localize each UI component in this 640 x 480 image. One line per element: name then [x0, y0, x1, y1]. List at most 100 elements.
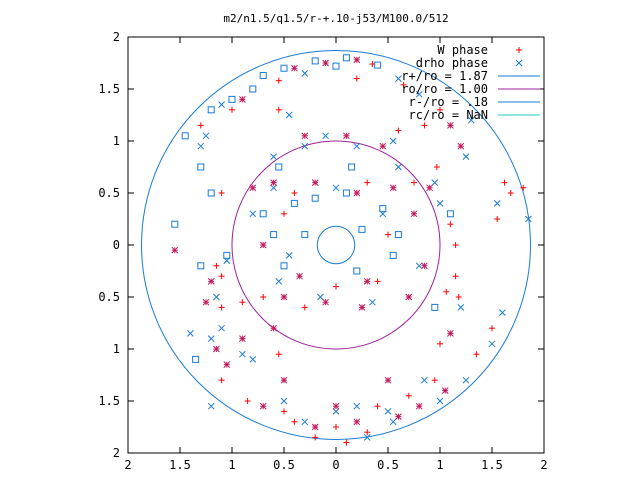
y-tick-label: 2 — [113, 446, 120, 460]
point-square — [259, 71, 267, 79]
point-square — [259, 210, 267, 218]
circle-r-curve — [141, 50, 531, 440]
point-x — [415, 262, 423, 270]
point-x — [249, 356, 257, 363]
x-tick-label: 2 — [540, 458, 547, 472]
point-plus — [301, 304, 308, 311]
point-star — [343, 132, 350, 140]
legend-marker — [516, 47, 522, 53]
point-plus — [437, 340, 443, 347]
point-square — [348, 163, 356, 171]
point-square — [431, 303, 439, 311]
point-star — [171, 246, 179, 254]
point-square — [389, 251, 397, 259]
point-square — [311, 57, 319, 65]
point-x — [285, 252, 293, 259]
chart-title: m2/n1.5/q1.5/r-+.10-j53/M100.0/512 — [223, 12, 448, 25]
point-star — [213, 345, 220, 353]
x-tick-label: 1 — [436, 458, 443, 472]
point-plus — [507, 190, 514, 196]
point-x — [462, 376, 470, 384]
point-x — [353, 402, 361, 410]
point-star — [207, 278, 215, 285]
point-star — [405, 293, 413, 301]
point-square — [280, 64, 288, 72]
point-x — [301, 142, 309, 150]
point-plus — [281, 210, 287, 217]
point-plus — [385, 231, 391, 238]
point-star — [332, 402, 340, 410]
point-star — [447, 122, 454, 129]
point-plus — [374, 403, 381, 410]
legend-label: r+/ro = 1.87 — [401, 69, 488, 83]
point-star — [353, 56, 361, 64]
point-square — [353, 267, 361, 275]
point-star — [270, 324, 277, 332]
point-x — [317, 293, 324, 301]
point-plus — [452, 242, 459, 248]
legend-label: rc/ro = NaN — [409, 108, 488, 122]
y-tick-label: 1 — [113, 342, 120, 356]
point-plus — [333, 424, 339, 430]
point-plus — [437, 106, 443, 113]
point-square — [290, 199, 298, 207]
point-x — [525, 215, 532, 223]
point-star — [239, 96, 246, 103]
point-plus — [431, 377, 438, 384]
point-plus — [411, 179, 417, 186]
point-star — [353, 189, 361, 197]
point-plus — [501, 179, 508, 186]
point-x — [270, 153, 277, 160]
point-plus — [473, 351, 480, 358]
point-plus — [489, 325, 495, 332]
point-plus — [275, 106, 282, 113]
point-square — [270, 231, 278, 239]
point-square — [181, 132, 189, 140]
point-x — [389, 418, 397, 426]
x-tick-labels: 2 1.5 1 0.5 0 0.5 1 1.5 2 — [124, 458, 547, 472]
point-star — [270, 179, 277, 186]
point-star — [441, 387, 449, 394]
point-star — [353, 418, 361, 426]
point-plus — [494, 216, 501, 222]
point-square — [249, 85, 257, 93]
point-x — [493, 200, 501, 207]
x-tick-label: 0.5 — [377, 458, 399, 472]
point-x — [207, 335, 215, 342]
point-star — [280, 376, 288, 384]
point-square — [280, 262, 288, 270]
point-x — [280, 397, 288, 405]
point-star — [202, 298, 210, 306]
point-x — [389, 137, 397, 145]
data-points — [171, 54, 532, 446]
point-star — [379, 142, 387, 150]
point-plus — [291, 418, 298, 425]
point-x — [462, 153, 470, 160]
point-x — [395, 75, 402, 82]
point-x — [332, 184, 340, 192]
point-x — [301, 418, 309, 426]
point-square — [358, 225, 366, 233]
point-square — [374, 61, 382, 69]
point-square — [197, 262, 205, 270]
point-star — [259, 402, 267, 410]
point-plus — [239, 299, 246, 306]
point-plus — [229, 106, 235, 113]
point-x — [275, 278, 283, 285]
point-plus — [395, 127, 402, 134]
point-x — [488, 340, 496, 348]
point-star — [363, 278, 371, 285]
point-square — [223, 251, 231, 259]
point-star — [311, 179, 319, 186]
legend-marker — [515, 59, 523, 67]
point-square — [342, 189, 350, 197]
point-plus — [364, 429, 371, 436]
point-x — [218, 324, 225, 332]
point-plus — [333, 283, 339, 290]
point-star — [322, 59, 329, 67]
point-x — [249, 210, 257, 218]
point-x — [202, 132, 210, 140]
point-x — [353, 142, 361, 150]
